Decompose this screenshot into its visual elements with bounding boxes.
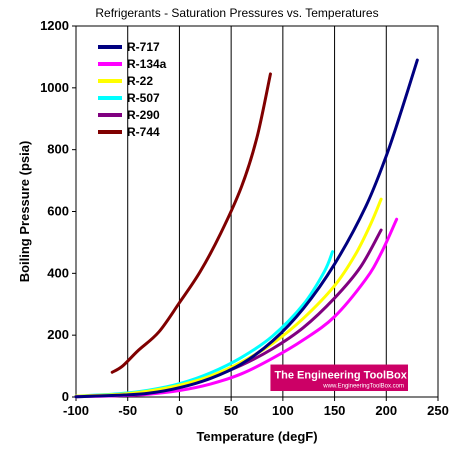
x-axis-title: Temperature (degF) — [196, 429, 317, 444]
series-line-r-744 — [110, 72, 272, 374]
legend: R-717 R-134a R-22 R-507 R-290 R-744 — [98, 40, 167, 139]
watermark-badge: The Engineering ToolBox www.EngineeringT… — [270, 364, 409, 391]
x-tick-label: 50 — [224, 403, 238, 418]
x-tick-label: 250 — [427, 403, 449, 418]
y-tick-label: 800 — [47, 142, 69, 157]
legend-label: R-717 — [127, 40, 160, 54]
x-tick-label: -50 — [118, 403, 137, 418]
x-tick-label: -100 — [63, 403, 89, 418]
legend-label: R-507 — [127, 91, 160, 105]
x-tick-label: 150 — [324, 403, 346, 418]
grid-lines — [127, 26, 387, 397]
x-tick-label: 100 — [272, 403, 294, 418]
y-tick-label: 1200 — [40, 18, 69, 33]
series-line-r-717 — [74, 58, 419, 399]
y-axis-title: Boiling Pressure (psia) — [17, 141, 32, 283]
legend-label: R-22 — [127, 74, 153, 88]
legend-label: R-744 — [127, 125, 160, 139]
legend-label: R-134a — [127, 57, 167, 71]
axis-ticks: -100 -50 0 50 100 150 200 250 0 200 400 600 800 1000 1… — [40, 18, 449, 418]
y-tick-label: 200 — [47, 327, 69, 342]
x-tick-label: 200 — [375, 403, 397, 418]
watermark-sub-text: www.EngineeringToolBox.com — [322, 384, 404, 390]
watermark-main-text: The Engineering ToolBox — [274, 370, 407, 382]
watermark-background — [270, 364, 409, 391]
legend-label: R-290 — [127, 108, 160, 122]
x-tick-label: 0 — [176, 403, 183, 418]
y-tick-label: 0 — [62, 389, 69, 404]
y-tick-label: 400 — [47, 265, 69, 280]
y-tick-label: 600 — [47, 204, 69, 219]
series-lines — [74, 58, 419, 399]
chart-title: Refrigerants - Saturation Pressures vs. … — [95, 6, 378, 20]
y-tick-label: 1000 — [40, 80, 69, 95]
